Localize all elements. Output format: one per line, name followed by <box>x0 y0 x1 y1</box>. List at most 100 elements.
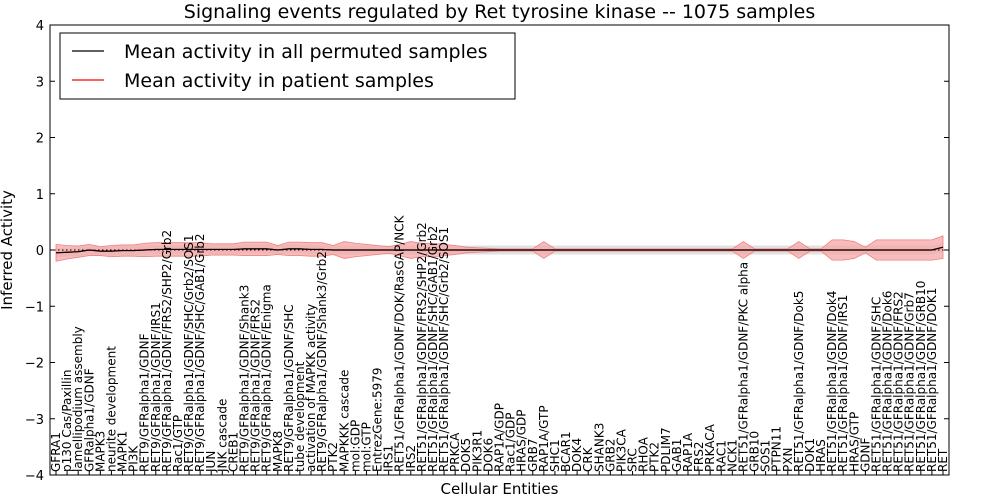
x-tick-label: activation of MAPKK activity <box>304 304 318 472</box>
x-tick-label: DOK6 <box>481 438 495 472</box>
x-tick-label: mol:GDP <box>348 420 362 472</box>
x-tick-label: IRS1 <box>382 445 396 472</box>
y-tick-label: 2 <box>36 132 44 147</box>
x-tick-label: lamellipodium assembly <box>71 326 85 472</box>
x-tick-label: PTPN11 <box>770 426 784 472</box>
y-tick-label: 1 <box>36 188 44 203</box>
x-tick-label: RET51/GFRalpha1/GDNF/Dok5 <box>792 291 806 472</box>
y-tick-label: −4 <box>25 469 44 484</box>
x-tick-label: RET51/GFRalpha1/GDNF/FRS2 <box>892 291 906 472</box>
x-tick-label: RET9/GFRalpha1/GDNF <box>138 333 152 472</box>
x-tick-label: JNK cascade <box>215 399 229 473</box>
x-tick-label: RET51/GFRalpha1/GDNF/SHC <box>869 297 883 472</box>
y-axis: −4 −3 −2 −1 0 1 2 3 4 <box>25 19 949 484</box>
x-tick-label: RET9/GFRalpha1/GDNF/SHC/GAB1/Grb2 <box>193 233 207 472</box>
x-tick-label: IRS2 <box>404 445 418 472</box>
x-tick-label: RET51/GFRalpha1/GDNF/DOK/RasGAP/NCK <box>393 214 407 472</box>
x-tick-label: RET9/GFRalpha1/GDNF/Shank3 <box>237 285 251 472</box>
x-tick-label: RET51/GFRalpha1/GDNF/IRS1 <box>836 295 850 472</box>
x-tick-label: GRB7 <box>526 438 540 472</box>
x-tick-label: RAC1 <box>714 440 728 472</box>
x-tick-label: MAPKKK cascade <box>337 370 351 472</box>
y-tick-label: −2 <box>25 357 44 372</box>
x-tick-label: RET51/GFRalpha1/GDNF/PKC alpha <box>736 262 750 472</box>
x-tick-label: p130 Cas/Paxillin <box>60 370 74 472</box>
x-tick-label: GFRA1 <box>49 432 63 472</box>
x-tick-label: PXN <box>781 448 795 472</box>
x-tick-label: RET9/GFRalpha1/GDNF/IRS1 <box>149 302 163 472</box>
x-tick-label: NCK1 <box>725 439 739 472</box>
x-tick-label: tube development <box>293 361 307 472</box>
x-tick-label: PRKACA <box>703 423 717 472</box>
y-tick-label: 3 <box>36 75 44 90</box>
x-tick-label: RAP1A/GTP <box>537 405 551 472</box>
x-tick-label: PDLIM7 <box>659 427 673 472</box>
x-tick-label: MAPK1 <box>116 431 130 472</box>
x-tick-label: PTK2 <box>326 442 340 472</box>
x-axis-label: Cellular Entities <box>441 480 559 498</box>
x-tick-label: DOK1 <box>803 438 817 472</box>
x-tick-label: RET51/GFRalpha1/GDNF/Dok6 <box>881 291 895 472</box>
legend-box <box>59 32 516 100</box>
x-tick-label: RET51/GFRalpha1/GDNF/FRS2/SHP2/Grb2 <box>415 222 429 472</box>
x-tick-label: SRC <box>626 448 640 472</box>
x-tick-label: RAP1A/GDP <box>493 403 507 472</box>
x-tick-label: RAP1A <box>681 432 695 472</box>
x-tick-label: SHANK3 <box>592 423 606 472</box>
x-tick-label: PIK3R1 <box>470 430 484 472</box>
x-tick-label: PIK3CA <box>614 428 628 472</box>
x-tick-label: BCAR1 <box>559 431 573 472</box>
x-tick-label: Rac1/GTP <box>171 415 185 472</box>
x-tick-label: RET9/GFRalpha1/GDNF/FRS2 <box>249 299 263 472</box>
x-tick-label: CREB1 <box>226 432 240 472</box>
x-tick-label: GRB2 <box>603 438 617 472</box>
x-tick-label: SOS1 <box>759 440 773 472</box>
x-tick-label: Rac1/GDP <box>504 413 518 472</box>
legend-label-patient: Mean activity in patient samples <box>124 70 434 92</box>
series-line-permuted <box>55 246 944 254</box>
legend: Mean activity in all permuted samples Me… <box>59 32 516 100</box>
x-tick-label: JUN <box>204 451 218 473</box>
x-tick-label: EntrezGene:5979 <box>371 368 385 473</box>
x-tick-label: SHC1 <box>548 439 562 472</box>
x-tick-label: RET51/GFRalpha1/GDNF/DOK1 <box>925 288 939 472</box>
y-tick-label: 4 <box>36 19 44 34</box>
x-tick-label: GRB10 <box>748 431 762 472</box>
x-tick-label: CRK <box>581 446 595 472</box>
patient-band <box>55 235 944 262</box>
x-tick-label: FRS2 <box>692 442 706 473</box>
x-tick-label: RET51/GFRalpha1/GDNF/Grb7 <box>903 292 917 472</box>
x-tick-label: RET9/GFRalpha1/GDNF/SHC/Grb2/SOS1 <box>182 234 196 472</box>
x-tick-label: RET9/GFRalpha1/GDNF/Enigma <box>260 284 274 472</box>
x-tick-label: GAB1 <box>670 439 684 472</box>
series-lines <box>55 246 944 254</box>
x-tick-label: DOK4 <box>570 438 584 472</box>
x-tick-label: RET51/GFRalpha1/GDNF/Dok4 <box>825 291 839 472</box>
y-tick-label: −3 <box>25 413 44 428</box>
x-tick-label: RET51/GFRalpha1/GDNF/SHC/Grb2/SOS1 <box>437 227 451 472</box>
x-tick-label: RET <box>936 448 950 472</box>
x-tick-label: PI3K <box>127 445 141 472</box>
legend-label-permuted: Mean activity in all permuted samples <box>124 41 487 63</box>
x-tick-label: DOK5 <box>459 438 473 472</box>
x-tick-label: PRKCA <box>448 432 462 472</box>
x-tick-label: HRAS/GDP <box>515 409 529 472</box>
x-tick-label: HRAS <box>814 439 828 472</box>
y-axis-label: Inferred Activity <box>0 190 16 310</box>
x-tick-label: mol:GTP <box>359 422 373 472</box>
x-tick-label: MAPK3 <box>93 431 107 472</box>
x-tick-label: RHOA <box>637 436 651 472</box>
x-tick-label: RET9/GFRalpha1/GDNF/Shank3/Grb2 <box>315 251 329 472</box>
chart-title: Signaling events regulated by Ret tyrosi… <box>184 1 815 23</box>
x-tick-label: PTK2 <box>648 442 662 472</box>
x-tick-label: GFRalpha1/GDNF <box>82 368 96 472</box>
x-tick-label: GDNF <box>858 437 872 472</box>
x-tick-label: RET51/GFRalpha1/GDNF/GRB10 <box>914 281 928 472</box>
x-tick-label: HRAS/GTP <box>847 412 861 472</box>
x-tick-label: RET9/GFRalpha1/GDNF/FRS2/SHP2/Grb2 <box>160 230 174 472</box>
x-tick-label: neurite development <box>104 346 118 472</box>
x-tick-label: RET51/GFRalpha1/GDNF/SHC/GAB1/Grb2 <box>426 226 440 472</box>
y-tick-label: −1 <box>25 300 44 315</box>
